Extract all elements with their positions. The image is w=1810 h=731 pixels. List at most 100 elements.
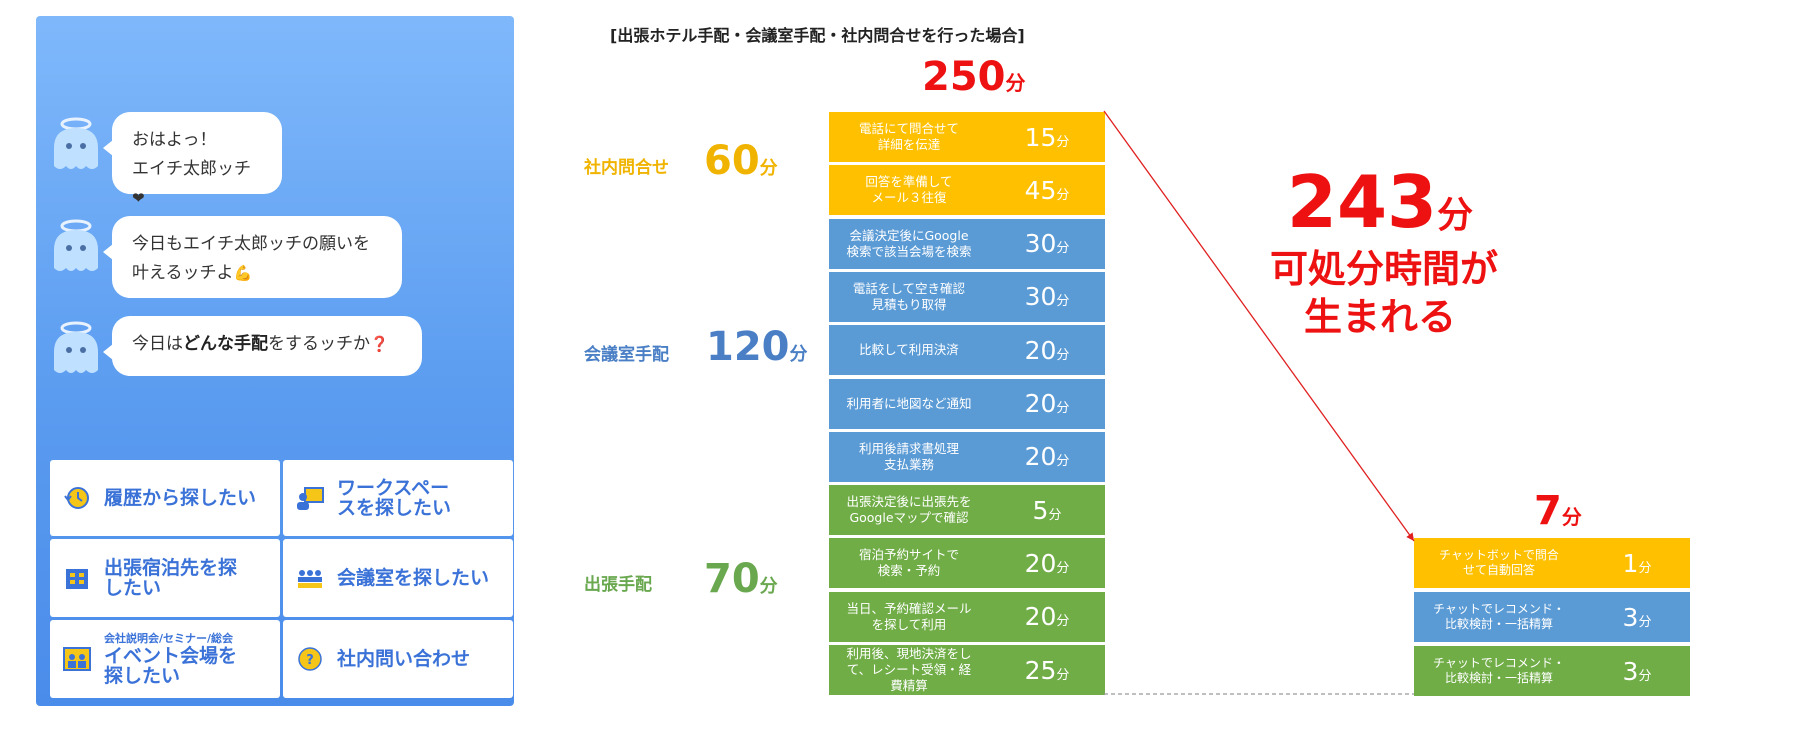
chatbot-panel: おはよっ！ エイチ太郎ッチ ❤ 今日もエイチ太郎ッチの願いを 叶えるッチよ💪 今日… bbox=[36, 16, 514, 706]
diagram-heading: [出張ホテル手配・会議室手配・社内問合せを行った場合] bbox=[610, 26, 1025, 45]
before-step-minutes-value: 20 bbox=[1024, 442, 1057, 472]
unit-label: 分 bbox=[789, 344, 808, 365]
menu-workspace-label: ワークスペースを探したい bbox=[337, 477, 452, 519]
after-step-text: チャットでレコメンド・ 比較検討・一括精算 bbox=[1433, 602, 1565, 631]
group-label-inquiry: 社内問合せ bbox=[584, 158, 669, 178]
before-step-minutes-value: 20 bbox=[1024, 602, 1057, 632]
message-line: 叶えるッチよ bbox=[132, 263, 234, 283]
menu-event-venue-label: イベント会場を探したい bbox=[104, 645, 238, 687]
chat-bubble-greeting: おはよっ！ エイチ太郎ッチ ❤ bbox=[103, 112, 282, 207]
before-step-box: 当日、予約確認メール を探して利用 20分 bbox=[829, 591, 1105, 642]
before-step-minutes-value: 30 bbox=[1024, 282, 1057, 312]
before-step-box: 利用後、現地決済をし て、レシート受領・経 費精算 25分 bbox=[829, 645, 1105, 695]
message-text: 今日は bbox=[132, 334, 183, 354]
heart-icon: ❤ bbox=[132, 189, 145, 207]
after-step-box: チャットでレコメンド・ 比較検討・一括精算 3分 bbox=[1414, 646, 1690, 696]
group-label-travel: 出張手配 bbox=[584, 575, 652, 595]
chat-bubble-wish: 今日もエイチ太郎ッチの願いを 叶えるッチよ💪 bbox=[103, 216, 402, 298]
before-step-minutes: 45分 bbox=[989, 176, 1105, 205]
before-step-minutes-value: 20 bbox=[1024, 389, 1057, 418]
menu-hotel-button[interactable]: 出張宿泊先を探したい bbox=[50, 539, 280, 617]
menu-workspace-button[interactable]: ワークスペースを探したい bbox=[283, 460, 513, 536]
before-step-minutes: 5分 bbox=[989, 496, 1105, 525]
mascot-ghost-icon bbox=[54, 117, 98, 169]
menu-event-venue-sublabel: 会社説明会/セミナー/総会 bbox=[104, 632, 234, 645]
before-step-minutes-value: 25 bbox=[1024, 655, 1057, 685]
menu-event-venue-button[interactable]: 会社説明会/セミナー/総会 イベント会場を探したい bbox=[50, 620, 280, 698]
before-step-minutes-value: 20 bbox=[1024, 335, 1057, 365]
message-line: おはよっ！ bbox=[132, 130, 217, 150]
mascot-ghost-icon bbox=[54, 321, 98, 373]
group-total-inquiry: 60分 bbox=[704, 138, 778, 184]
before-step-minutes: 30分 bbox=[989, 282, 1105, 311]
saved-time-value: 243 bbox=[1286, 160, 1438, 244]
before-step-box: 電話をして空き確認 見積もり取得 30分 bbox=[829, 271, 1105, 322]
flexed-arm-icon: 💪 bbox=[233, 264, 253, 282]
menu-history-label: 履歴から探したい bbox=[104, 487, 257, 509]
before-step-box: 出張決定後に出張先を Googleマップで確認 5分 bbox=[829, 485, 1105, 536]
unit-label: 分 bbox=[1056, 187, 1070, 203]
before-step-minutes: 20分 bbox=[989, 549, 1105, 578]
before-step-box: 利用者に地図など通知 20分 bbox=[829, 378, 1105, 429]
before-step-minutes: 15分 bbox=[989, 123, 1105, 152]
question-coin-icon: ? bbox=[298, 647, 322, 671]
group-total-meeting: 120分 bbox=[706, 324, 808, 370]
after-total-value: 7 bbox=[1534, 488, 1562, 534]
before-step-box: 比較して利用決済 20分 bbox=[829, 325, 1105, 376]
unit-label: 分 bbox=[1056, 614, 1070, 630]
group-total-value: 120 bbox=[706, 324, 790, 370]
menu-history-button[interactable]: 履歴から探したい bbox=[50, 460, 280, 536]
before-step-minutes: 20分 bbox=[989, 442, 1105, 471]
history-clock-icon bbox=[64, 487, 89, 509]
unit-label: 分 bbox=[1056, 401, 1070, 416]
unit-label: 分 bbox=[759, 576, 778, 597]
question-mark-icon: ❓ bbox=[370, 335, 389, 353]
unit-label: 分 bbox=[1056, 294, 1070, 310]
after-step-minutes-value: 3 bbox=[1622, 602, 1639, 632]
before-step-text: 比較して利用決済 bbox=[859, 342, 959, 358]
before-step-minutes: 20分 bbox=[989, 389, 1105, 418]
after-step-minutes-value: 3 bbox=[1622, 656, 1639, 686]
message-text: をするッチか bbox=[268, 334, 370, 354]
before-step-text: 当日、予約確認メール を探して利用 bbox=[846, 600, 972, 632]
after-step-text: チャットでレコメンド・ 比較検討・一括精算 bbox=[1433, 656, 1565, 685]
before-step-minutes-value: 15 bbox=[1024, 122, 1057, 152]
group-total-value: 60 bbox=[704, 138, 760, 184]
unit-label: 分 bbox=[1056, 347, 1070, 363]
before-step-box: 宿泊予約サイトで 検索・予約 20分 bbox=[829, 538, 1105, 589]
unit-label: 分 bbox=[1437, 195, 1474, 236]
after-step-box: チャットでレコメンド・ 比較検討・一括精算 3分 bbox=[1414, 592, 1690, 642]
hotel-building-icon bbox=[66, 569, 88, 589]
before-step-minutes: 30分 bbox=[989, 229, 1105, 258]
before-step-box: 会議決定後にGoogle 検索で該当会場を検索 30分 bbox=[829, 218, 1105, 269]
message-line: 今日もエイチ太郎ッチの願いを bbox=[132, 234, 370, 254]
saved-message-line-2: 生まれる bbox=[1303, 295, 1456, 339]
before-step-minutes-value: 45 bbox=[1024, 175, 1057, 205]
unit-label: 分 bbox=[1048, 507, 1062, 523]
before-step-text: 利用者に地図など通知 bbox=[846, 395, 972, 411]
before-step-box: 電話にて問合せて 詳細を伝達 15分 bbox=[829, 112, 1105, 162]
menu-internal-inquiry-button[interactable]: ? 社内問い合わせ bbox=[283, 620, 513, 698]
svg-text:?: ? bbox=[306, 653, 314, 668]
menu-meeting-room-button[interactable]: 会議室を探したい bbox=[283, 539, 513, 617]
message-emphasis: どんな手配 bbox=[183, 334, 268, 354]
message-line: エイチ太郎ッチ bbox=[132, 159, 251, 179]
event-venue-icon bbox=[63, 647, 91, 671]
saved-time: 243分 bbox=[1270, 162, 1490, 256]
unit-label: 分 bbox=[1005, 71, 1026, 95]
before-step-box: 回答を準備して メール３往復 45分 bbox=[829, 165, 1105, 216]
before-step-minutes: 20分 bbox=[989, 336, 1105, 365]
meeting-people-icon bbox=[298, 570, 322, 588]
after-step-minutes: 3分 bbox=[1584, 603, 1690, 632]
group-total-value: 70 bbox=[704, 556, 760, 602]
before-step-minutes-value: 5 bbox=[1032, 495, 1049, 525]
after-step-minutes-value: 1 bbox=[1622, 548, 1639, 578]
after-total: 7分 bbox=[1534, 488, 1582, 534]
before-step-text: 宿泊予約サイトで 検索・予約 bbox=[858, 547, 959, 579]
before-step-minutes-value: 30 bbox=[1024, 229, 1057, 259]
group-label-meeting: 会議室手配 bbox=[584, 345, 669, 365]
after-step-box: チャットボットで問合 せて自動回答 1分 bbox=[1414, 538, 1690, 588]
saved-message-line-1: 可処分時間が bbox=[1270, 247, 1499, 291]
unit-label: 分 bbox=[759, 158, 778, 179]
unit-label: 分 bbox=[1056, 560, 1070, 576]
